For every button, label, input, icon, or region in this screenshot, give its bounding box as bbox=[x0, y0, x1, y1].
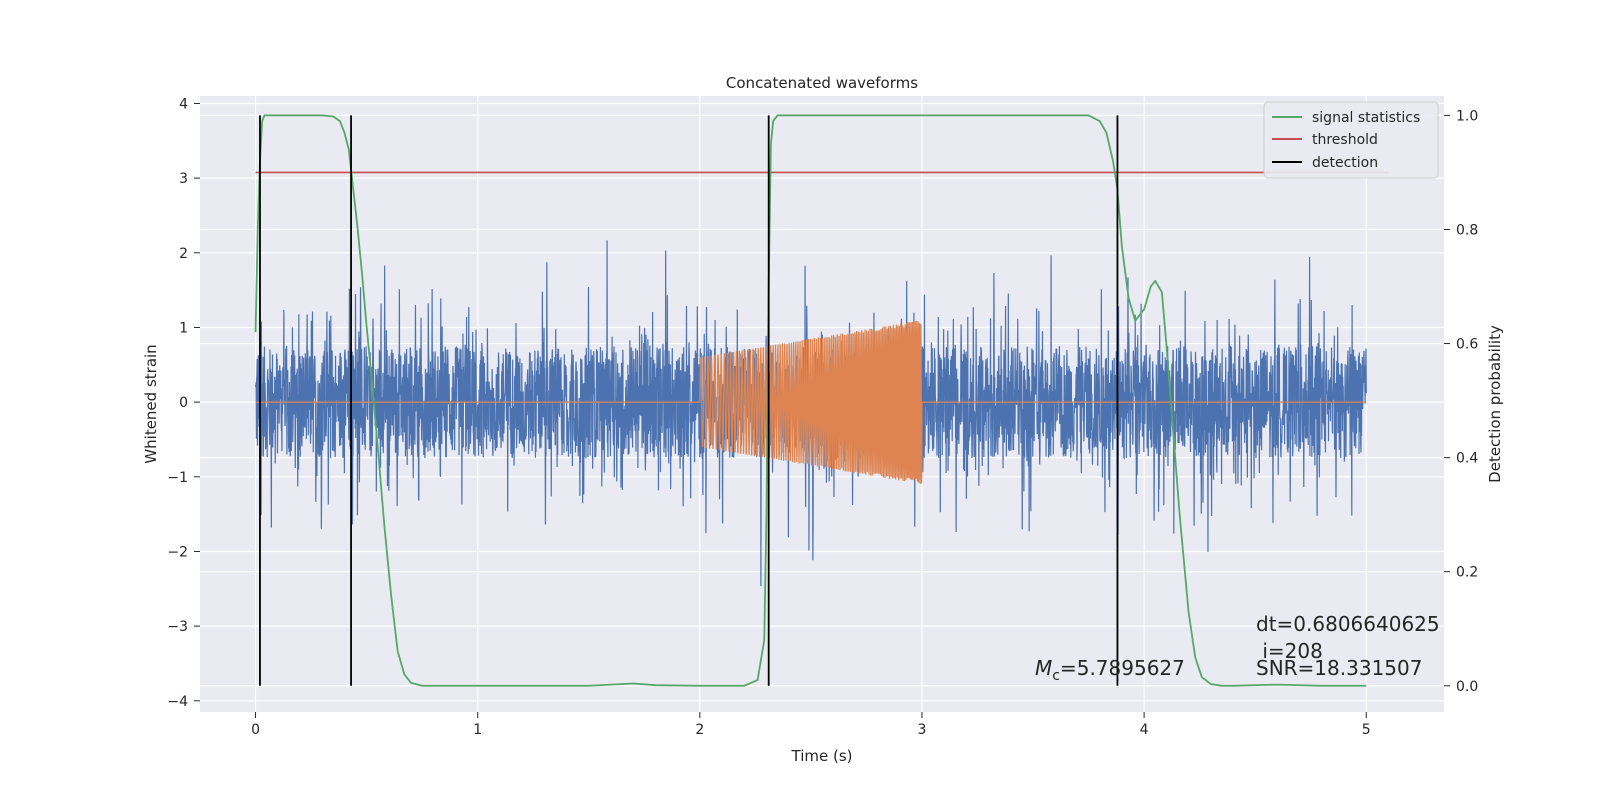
y-tick-label: 0 bbox=[179, 395, 188, 411]
y2-axis-label: Detection probability bbox=[1486, 325, 1504, 483]
y2-tick-label: 0.2 bbox=[1456, 565, 1478, 581]
snr-annotation: SNR=18.331507 bbox=[1256, 656, 1422, 680]
legend-box bbox=[1263, 101, 1439, 179]
chirp-mass-subscript: c bbox=[1052, 668, 1060, 684]
y-tick-label: −4 bbox=[167, 694, 188, 710]
injected-waveform-line bbox=[255, 320, 1367, 484]
chirp-mass-annotation: Mc=5.7895627 bbox=[1035, 656, 1185, 684]
dt-annotation: dt=0.6806640625 bbox=[1256, 612, 1440, 636]
x-axis: 0 1 2 3 4 5 bbox=[251, 712, 1371, 738]
plot-area bbox=[254, 114, 1389, 687]
y-tick-label: 2 bbox=[179, 246, 188, 262]
chart-title: Concatenated waveforms bbox=[726, 74, 918, 92]
x-tick-label: 3 bbox=[918, 722, 927, 738]
legend-label-detection: detection bbox=[1312, 155, 1378, 171]
y-axis-right: 0.0 0.2 0.4 0.6 0.8 1.0 bbox=[1444, 108, 1478, 695]
y-tick-label: −1 bbox=[167, 470, 188, 486]
x-tick-label: 0 bbox=[251, 722, 260, 738]
y2-tick-label: 0.8 bbox=[1456, 222, 1478, 238]
y2-tick-label: 1.0 bbox=[1456, 108, 1478, 124]
legend: signal statistics threshold detection bbox=[1263, 101, 1439, 179]
y2-tick-label: 0.6 bbox=[1456, 337, 1478, 353]
x-tick-label: 5 bbox=[1362, 722, 1371, 738]
x-tick-label: 4 bbox=[1140, 722, 1149, 738]
y-axis-label: Whitened strain bbox=[142, 344, 160, 463]
signal-statistics-line bbox=[254, 114, 1367, 687]
chirp-mass-symbol: M bbox=[1035, 656, 1052, 680]
x-tick-label: 1 bbox=[473, 722, 482, 738]
index-annotation: i=208 bbox=[1256, 639, 1323, 663]
x-axis-label: Time (s) bbox=[791, 747, 853, 765]
y-tick-label: 1 bbox=[179, 320, 188, 336]
y-tick-label: 4 bbox=[179, 96, 188, 112]
y2-tick-label: 0.4 bbox=[1456, 451, 1478, 467]
legend-label-threshold: threshold bbox=[1312, 132, 1378, 148]
legend-label-signal-statistics: signal statistics bbox=[1312, 110, 1420, 126]
y-axis-left: −4 −3 −2 −1 0 1 2 3 4 bbox=[167, 96, 200, 710]
y2-tick-label: 0.0 bbox=[1456, 679, 1478, 695]
y-tick-label: −3 bbox=[167, 619, 188, 635]
x-tick-label: 2 bbox=[695, 722, 704, 738]
y-tick-label: 3 bbox=[179, 171, 188, 187]
chirp-mass-value: =5.7895627 bbox=[1060, 656, 1185, 680]
y-tick-label: −2 bbox=[167, 544, 188, 560]
